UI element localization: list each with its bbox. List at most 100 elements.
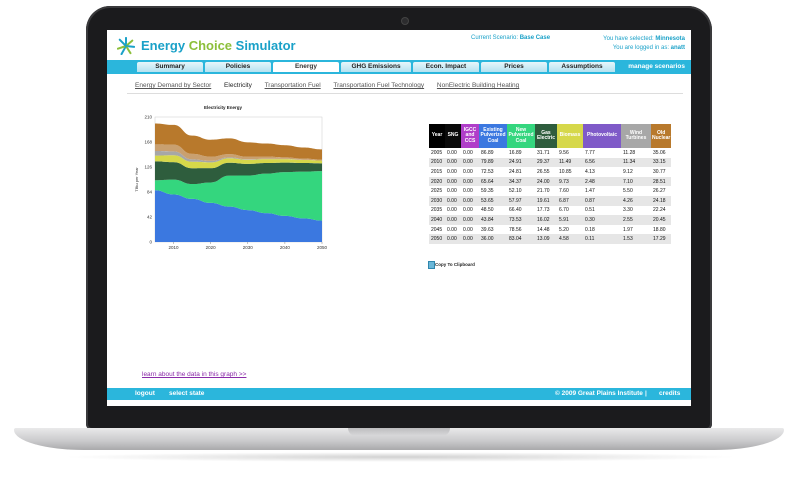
table-row: 2050 0.00 0.00 36.00 83.04 13.09 4.58 0.11 1.53 1… bbox=[429, 234, 672, 244]
select-state-link[interactable]: select state bbox=[169, 390, 205, 397]
table-cell: 0.00 bbox=[445, 224, 461, 235]
table-cell: 10.85 bbox=[557, 167, 583, 177]
subnav-nonelectric-building-heating[interactable]: NonElectric Building Heating bbox=[436, 82, 520, 89]
x-tick-label: 2010 bbox=[169, 245, 180, 250]
table-cell: 0.00 bbox=[445, 167, 461, 177]
x-tick-label: 2050 bbox=[317, 245, 327, 250]
table-row: 2015 0.00 0.00 72.53 24.81 26.55 10.85 4.13 9.12… bbox=[429, 167, 672, 177]
electricity-data-table: Year SNG IGCC and CCS Existing Pulverized C… bbox=[429, 124, 672, 244]
table-header-cell: SNG bbox=[445, 124, 461, 148]
table-header-cell: Photovoltaic bbox=[583, 124, 621, 148]
table-cell: 11.49 bbox=[557, 157, 583, 168]
table-cell: 0.00 bbox=[461, 195, 479, 206]
y-tick-label: 126 bbox=[144, 165, 152, 170]
learn-about-data-link[interactable]: learn about the data in this graph >> bbox=[142, 371, 247, 378]
tab-econ-impact[interactable]: Econ. Impact bbox=[413, 62, 479, 72]
table-row: 2030 0.00 0.00 53.65 57.97 19.61 6.87 0.87 4.26 2… bbox=[429, 195, 672, 206]
table-cell: 29.37 bbox=[535, 157, 557, 168]
table-cell: 9.56 bbox=[557, 148, 583, 158]
table-cell: 86.89 bbox=[479, 148, 507, 158]
table-cell: 0.00 bbox=[461, 167, 479, 177]
table-cell: 65.64 bbox=[479, 176, 507, 187]
tab-energy[interactable]: Energy bbox=[273, 62, 339, 72]
app-screen: Energy Choice Simulator Current Scenario… bbox=[107, 30, 691, 406]
table-cell: 34.37 bbox=[507, 176, 535, 187]
area-series-4 bbox=[155, 151, 322, 163]
table-cell: 0.00 bbox=[461, 186, 479, 196]
area-series-2 bbox=[155, 161, 322, 185]
table-cell: 0.00 bbox=[461, 157, 479, 168]
subnav-electricity[interactable]: Electricity bbox=[224, 82, 252, 89]
logout-link[interactable]: logout bbox=[135, 390, 155, 397]
table-cell: 48.50 bbox=[479, 205, 507, 216]
table-cell: 7.10 bbox=[621, 176, 651, 187]
table-cell: 0.18 bbox=[583, 224, 621, 235]
table-cell: 1.97 bbox=[621, 224, 651, 235]
tab-policies[interactable]: Policies bbox=[205, 62, 271, 72]
table-cell: 6.70 bbox=[557, 205, 583, 216]
table-cell: 6.56 bbox=[583, 157, 621, 168]
credits-link[interactable]: credits bbox=[659, 390, 681, 397]
table-cell: 24.81 bbox=[507, 167, 535, 177]
table-cell: 2030 bbox=[429, 195, 445, 206]
table-cell: 2010 bbox=[429, 157, 445, 168]
table-cell: 0.00 bbox=[445, 157, 461, 168]
table-cell: 53.65 bbox=[479, 195, 507, 206]
tab-assumptions[interactable]: Assumptions bbox=[549, 62, 615, 72]
table-header-cell: New Pulverized Coal bbox=[507, 124, 535, 148]
table-cell: 79.89 bbox=[479, 157, 507, 168]
login-info: You are logged in as: anatt bbox=[612, 45, 685, 51]
table-cell: 0.00 bbox=[461, 234, 479, 244]
table-cell: 16.89 bbox=[507, 148, 535, 158]
table-cell: 26.27 bbox=[651, 186, 672, 196]
area-series-1 bbox=[155, 171, 322, 221]
table-cell: 16.02 bbox=[535, 215, 557, 225]
app-footer: logout select state © 2009 Great Plains … bbox=[107, 388, 691, 400]
current-scenario: Current Scenario: Base Case bbox=[471, 35, 551, 41]
table-cell: 11.28 bbox=[621, 148, 651, 158]
tab-ghg-emissions[interactable]: GHG Emissions bbox=[341, 62, 411, 72]
table-cell: 24.18 bbox=[651, 195, 672, 206]
table-header-cell: Existing Pulverized Coal bbox=[479, 124, 507, 148]
table-cell: 24.00 bbox=[535, 176, 557, 187]
subnav-transportation-fuel[interactable]: Transportation Fuel bbox=[264, 82, 321, 89]
table-cell: 78.56 bbox=[507, 224, 535, 235]
table-header-cell: IGCC and CCS bbox=[461, 124, 479, 148]
y-tick-label: 42 bbox=[147, 215, 153, 220]
table-cell: 2.55 bbox=[621, 215, 651, 225]
table-cell: 17.73 bbox=[535, 205, 557, 216]
table-cell: 30.77 bbox=[651, 167, 672, 177]
table-cell: 66.40 bbox=[507, 205, 535, 216]
table-cell: 43.84 bbox=[479, 215, 507, 225]
tab-summary[interactable]: Summary bbox=[137, 62, 203, 72]
table-cell: 3.30 bbox=[621, 205, 651, 216]
clipboard-icon[interactable] bbox=[428, 261, 435, 269]
subnav-energy-demand-by-sector[interactable]: Energy Demand by Sector bbox=[135, 82, 212, 89]
tab-prices[interactable]: Prices bbox=[481, 62, 547, 72]
table-cell: 5.91 bbox=[557, 215, 583, 225]
manage-scenarios-link[interactable]: manage scenarios bbox=[628, 63, 685, 70]
copy-to-clipboard-button[interactable]: Copy To Clipboard bbox=[435, 262, 475, 267]
table-cell: 2015 bbox=[429, 167, 445, 177]
table-header-cell: Old Nuclear bbox=[651, 124, 672, 148]
table-cell: 0.00 bbox=[445, 205, 461, 216]
table-cell: 83.04 bbox=[507, 234, 535, 244]
y-axis-label: TBtu per Year bbox=[134, 167, 139, 192]
subnav-transportation-fuel-technology[interactable]: Transportation Fuel Technology bbox=[333, 82, 425, 89]
table-cell: 0.00 bbox=[461, 215, 479, 225]
table-header-cell: Gas Electric bbox=[535, 124, 557, 148]
table-cell: 28.51 bbox=[651, 176, 672, 187]
table-cell: 7.77 bbox=[583, 148, 621, 158]
energy-subnav: Energy Demand by Sector Electricity Tran… bbox=[135, 82, 530, 89]
area-series-5 bbox=[155, 144, 322, 161]
table-row: 2010 0.00 0.00 79.89 24.91 29.37 11.49 6.56 11.3… bbox=[429, 157, 672, 168]
table-row: 2020 0.00 0.00 65.64 34.37 24.00 9.73 2.48 7.10 2… bbox=[429, 176, 672, 187]
table-cell: 13.09 bbox=[535, 234, 557, 244]
table-cell: 0.00 bbox=[461, 224, 479, 235]
table-cell: 9.12 bbox=[621, 167, 651, 177]
table-cell: 2020 bbox=[429, 176, 445, 187]
table-cell: 0.00 bbox=[445, 148, 461, 158]
camera-dot bbox=[402, 18, 408, 24]
laptop-notch bbox=[348, 428, 450, 436]
x-tick-label: 2020 bbox=[206, 245, 217, 250]
